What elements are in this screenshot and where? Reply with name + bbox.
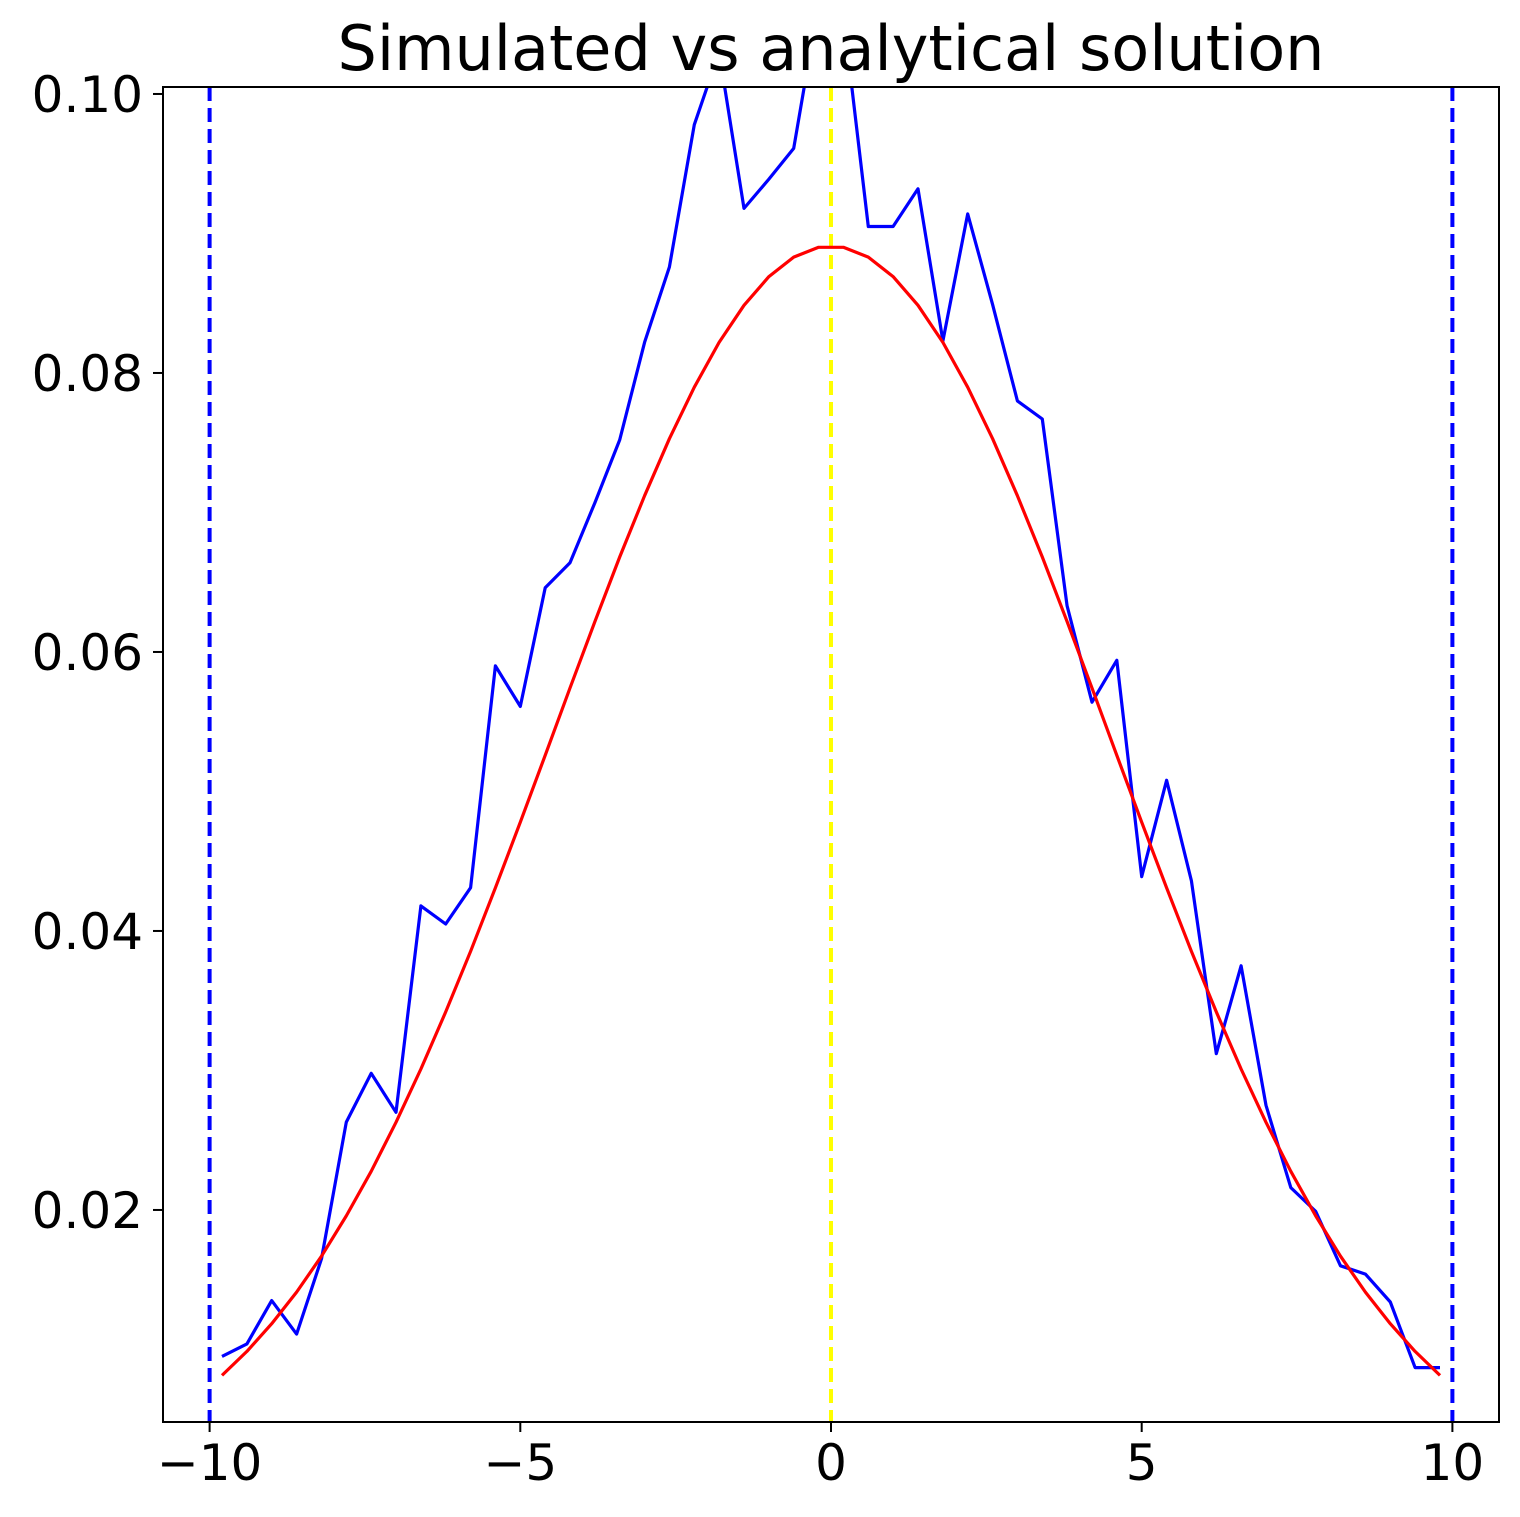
plot-series bbox=[220, 87, 1442, 1377]
x-tick-label: 5 bbox=[1126, 1434, 1158, 1492]
x-tick-label: −10 bbox=[157, 1434, 263, 1492]
y-tick-label: 0.06 bbox=[32, 624, 143, 682]
x-axis: −10 −5 0 5 10 bbox=[157, 1422, 1484, 1492]
y-tick-label: 0.08 bbox=[32, 345, 143, 403]
x-tick-label: 10 bbox=[1421, 1434, 1485, 1492]
series-line-analytical bbox=[220, 245, 1442, 1377]
series-line-simulated bbox=[221, 87, 1440, 1370]
x-tick-label: 0 bbox=[815, 1434, 847, 1492]
y-axis: 0.02 0.04 0.06 0.08 0.10 bbox=[32, 66, 163, 1240]
chart-title: Simulated vs analytical solution bbox=[338, 12, 1325, 85]
y-tick-label: 0.10 bbox=[32, 66, 143, 124]
x-tick-label: −5 bbox=[483, 1434, 557, 1492]
reference-lines bbox=[207, 87, 1455, 1422]
y-tick-label: 0.02 bbox=[32, 1182, 143, 1240]
y-tick-label: 0.04 bbox=[32, 903, 143, 961]
